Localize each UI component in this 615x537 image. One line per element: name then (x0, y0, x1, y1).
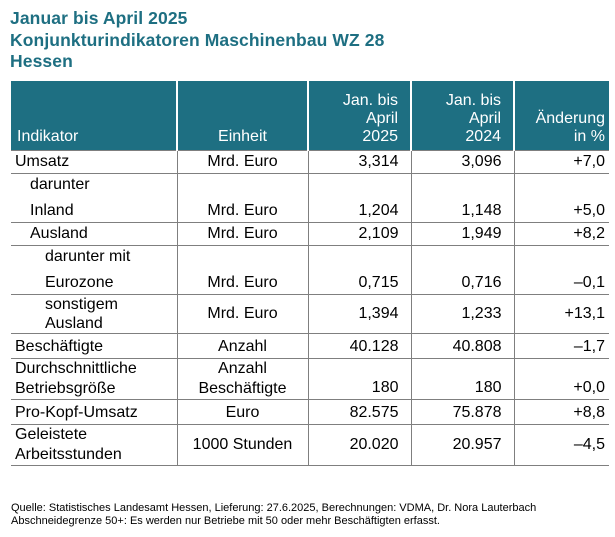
header-2025: Jan. bis April 2025 (307, 81, 411, 151)
row-change: +8,2 (513, 222, 609, 246)
row-change: +13,1 (513, 294, 609, 334)
row-indikator: Geleistete Arbeitsstunden (11, 424, 177, 466)
table-row: Beschäftigte Anzahl 40.128 40.808 –1,7 (11, 333, 609, 359)
indicator-table: Indikator Einheit Jan. bis April 2025 Ja… (11, 81, 609, 466)
row-value-2024: 1,233 (410, 294, 514, 334)
row-change: –0,1 (513, 245, 609, 295)
row-value-2025: 180 (307, 358, 411, 400)
header-2024: Jan. bis April 2024 (410, 81, 514, 151)
row-value-2025: 0,715 (307, 245, 411, 295)
row-einheit: Mrd. Euro (176, 173, 308, 223)
row-change: +0,0 (513, 358, 609, 400)
table-row: darunter mit Eurozone Mrd. Euro 0,715 0,7… (11, 245, 609, 295)
threshold-note: Abschneidegrenze 50+: Es werden nur Betr… (11, 515, 440, 527)
row-value-2024: 1,949 (410, 222, 514, 246)
row-value-2024: 1,148 (410, 173, 514, 223)
row-einheit: Mrd. Euro (176, 294, 308, 334)
row-value-2025: 20.020 (307, 424, 411, 466)
header-indikator: Indikator (11, 81, 177, 151)
source-note: Quelle: Statistisches Landesamt Hessen, … (11, 502, 537, 514)
table-row: Geleistete Arbeitsstunden 1000 Stunden 20… (11, 424, 609, 466)
table-row: Umsatz Mrd. Euro 3,314 3,096 +7,0 (11, 150, 609, 174)
row-value-2025: 1,204 (307, 173, 411, 223)
row-value-2024: 40.808 (410, 333, 514, 359)
table-header-row: Indikator Einheit Jan. bis April 2025 Ja… (11, 81, 609, 151)
row-value-2025: 3,314 (307, 150, 411, 174)
row-indikator: Beschäftigte (11, 333, 177, 359)
row-change: +5,0 (513, 173, 609, 223)
row-indikator: Durchschnittliche Betriebsgröße (11, 358, 177, 400)
row-indikator: darunter Inland (11, 173, 177, 223)
title-line-2: Konjunkturindikatoren Maschinenbau WZ 28 (10, 29, 385, 50)
table-row: Durchschnittliche Betriebsgröße Anzahl Bes… (11, 358, 609, 400)
row-einheit: 1000 Stunden (176, 424, 308, 466)
table-row: Ausland Mrd. Euro 2,109 1,949 +8,2 (11, 222, 609, 246)
title-line-3: Hessen (10, 51, 73, 71)
row-indikator: Ausland (11, 222, 177, 246)
row-einheit: Mrd. Euro (176, 150, 308, 174)
row-indikator: Umsatz (11, 150, 177, 174)
row-value-2025: 2,109 (307, 222, 411, 246)
row-value-2024: 75.878 (410, 399, 514, 425)
row-value-2024: 20.957 (410, 424, 514, 466)
row-value-2024: 0,716 (410, 245, 514, 295)
row-einheit: Anzahl (176, 333, 308, 359)
row-change: –1,7 (513, 333, 609, 359)
row-value-2025: 82.575 (307, 399, 411, 425)
row-value-2025: 1,394 (307, 294, 411, 334)
row-einheit: Mrd. Euro (176, 222, 308, 246)
row-change: –4,5 (513, 424, 609, 466)
table-row: Pro-Kopf-Umsatz Euro 82.575 75.878 +8,8 (11, 399, 609, 425)
table-row: darunter Inland Mrd. Euro 1,204 1,148 +5,… (11, 173, 609, 223)
row-einheit: Euro (176, 399, 308, 425)
title-line-1: Januar bis April 2025 (10, 8, 188, 28)
header-einheit: Einheit (176, 81, 308, 151)
row-indikator: darunter mit Eurozone (11, 245, 177, 295)
row-einheit: Anzahl Beschäftigte (176, 358, 308, 400)
footnotes: Quelle: Statistisches Landesamt Hessen, … (11, 502, 536, 528)
table-row: sonstigem Ausland Mrd. Euro 1,394 1,233 +… (11, 294, 609, 334)
row-value-2024: 3,096 (410, 150, 514, 174)
row-einheit: Mrd. Euro (176, 245, 308, 295)
page-title: Januar bis April 2025 Konjunkturindikato… (10, 8, 384, 73)
row-value-2024: 180 (410, 358, 514, 400)
row-value-2025: 40.128 (307, 333, 411, 359)
row-indikator: Pro-Kopf-Umsatz (11, 399, 177, 425)
row-change: +7,0 (513, 150, 609, 174)
row-indikator: sonstigem Ausland (11, 294, 177, 334)
row-change: +8,8 (513, 399, 609, 425)
header-change: Änderung in % (513, 81, 609, 151)
